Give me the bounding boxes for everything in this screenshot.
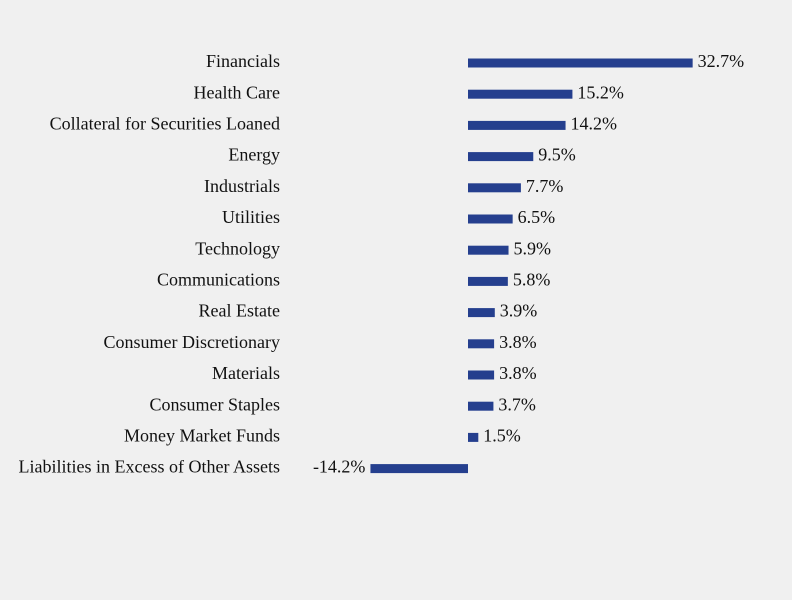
value-label: 6.5%: [518, 207, 556, 227]
bar: [370, 464, 468, 474]
bar: [468, 183, 521, 193]
value-label: 9.5%: [538, 145, 576, 165]
category-label: Energy: [228, 145, 280, 165]
category-label: Collateral for Securities Loaned: [50, 114, 280, 134]
category-label: Technology: [195, 238, 280, 258]
bar: [468, 432, 479, 442]
bar: [468, 401, 494, 411]
value-label: 32.7%: [698, 51, 745, 71]
bar: [468, 245, 509, 255]
bar: [468, 308, 495, 318]
value-label: 5.9%: [514, 238, 552, 258]
bar: [468, 339, 495, 349]
value-label: 5.8%: [513, 270, 551, 290]
bar: [468, 214, 513, 224]
category-label: Real Estate: [199, 301, 280, 321]
bar: [468, 276, 508, 286]
value-label: 3.8%: [499, 363, 536, 383]
bar: [468, 120, 566, 130]
category-label: Communications: [157, 270, 280, 290]
bar: [468, 89, 573, 99]
value-label: 1.5%: [483, 426, 521, 446]
value-label: 3.9%: [500, 301, 537, 321]
category-label: Money Market Funds: [124, 426, 280, 446]
value-label: 15.2%: [577, 82, 624, 102]
bar: [468, 58, 693, 68]
category-label: Liabilities in Excess of Other Assets: [19, 457, 280, 477]
category-label: Consumer Discretionary: [104, 332, 280, 352]
value-label: 3.7%: [498, 394, 536, 414]
bar: [468, 152, 534, 162]
value-label: 3.8%: [499, 332, 536, 352]
category-label: Industrials: [204, 176, 280, 196]
category-label: Financials: [206, 51, 280, 71]
value-label: 7.7%: [526, 176, 564, 196]
value-label: 14.2%: [571, 114, 618, 134]
bar: [468, 370, 495, 380]
category-label: Materials: [212, 363, 280, 383]
value-label: -14.2%: [313, 457, 366, 477]
category-label: Health Care: [194, 82, 280, 102]
category-label: Consumer Staples: [150, 394, 281, 414]
category-label: Utilities: [222, 207, 280, 227]
